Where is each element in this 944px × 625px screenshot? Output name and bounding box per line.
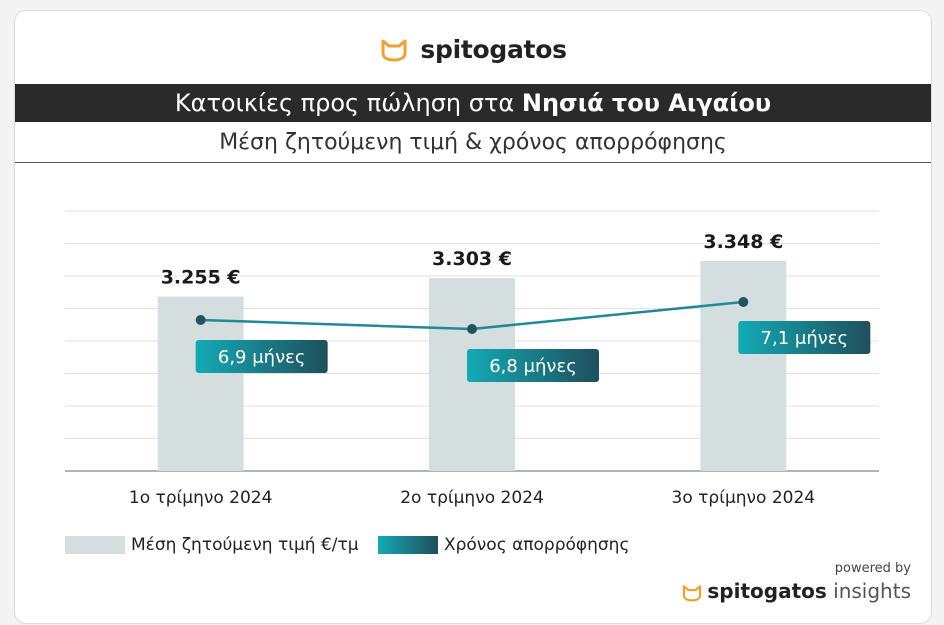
insights-brand-name: spitogatos [707,579,827,603]
line-point [195,315,206,325]
line-value-badge [467,349,599,382]
line-value-label: 6,9 μήνες [218,347,306,368]
powered-by-text: powered by [834,561,911,576]
legend-label-absorption: Χρόνος απορρόφησης [443,535,630,555]
title-region: Νησιά του Αιγαίου [521,89,772,117]
chart-subtitle: Μέση ζητούμενη τιμή & χρόνος απορρόφησης [15,122,931,163]
combo-chart: 3.255 € 1ο τρίμηνο 2024 3.303 € 2ο τρίμηνο … [65,210,879,508]
insights-suffix: insights [833,579,911,603]
cat-icon [381,39,407,61]
legend-item-absorption: Χρόνος απορρόφησης [377,535,630,555]
logo-text: spitogatos [420,35,567,64]
line-value-label: 7,1 μήνες [761,328,849,349]
bar-value-label: 3.255 € [161,267,241,289]
bar [700,260,787,471]
legend-swatch-absorption [377,536,438,554]
cat-icon [683,584,702,601]
title-prefix: Κατοικίες προς πώληση στα [174,89,515,117]
bar-value-label: 3.303 € [432,248,512,270]
x-tick-label: 2ο τρίμηνο 2024 [400,488,544,508]
line-value-badge [195,340,328,373]
bar-value-label: 3.348 € [703,231,783,253]
powered-by: powered by spitogatos insights [681,561,911,603]
chart-legend: Μέση ζητούμενη τιμή €/τμ Χρόνος απορρόφη… [65,535,643,555]
x-tick-label: 3ο τρίμηνο 2024 [672,488,816,508]
legend-swatch-price [65,536,125,554]
line-point [738,297,749,307]
legend-label-price: Μέση ζητούμενη τιμή €/τμ [131,535,359,555]
x-tick-label: 1ο τρίμηνο 2024 [129,488,273,508]
chart-card: spitogatos Κατοικίες προς πώληση στα Νησ… [14,10,932,624]
page-title: Κατοικίες προς πώληση στα Νησιά του Αιγα… [15,84,931,122]
legend-item-price: Μέση ζητούμενη τιμή €/τμ [65,535,359,555]
line-value-label: 6,8 μήνες [489,356,577,377]
bar [157,296,244,471]
spitogatos-logo: spitogatos [15,35,931,64]
line-point [467,324,477,334]
line-value-badge [738,321,871,354]
insights-logo: spitogatos insights [681,579,911,603]
